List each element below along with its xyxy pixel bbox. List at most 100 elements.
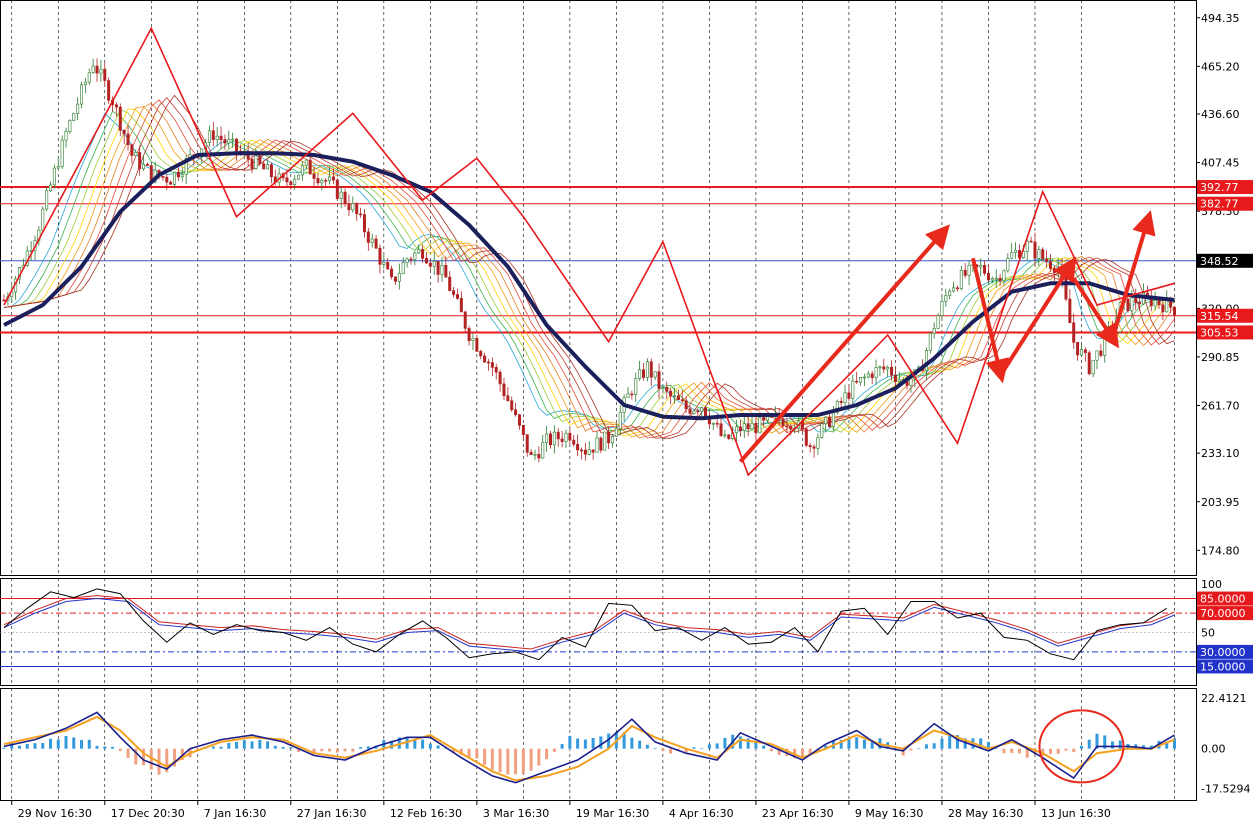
macd-histogram-bar (708, 744, 711, 748)
osc-level-label: 70.0000 (1200, 607, 1246, 620)
candle-body (983, 265, 985, 273)
macd-y-tick-label: 22.4121 (1201, 692, 1247, 705)
x-tick-label: 12 Feb 16:30 (390, 807, 462, 820)
candle-body (507, 396, 509, 401)
candle-body (169, 182, 171, 184)
candle-body (809, 445, 811, 446)
candle-body (995, 278, 997, 279)
candle-body (418, 249, 420, 253)
candle-body (348, 204, 350, 210)
candle-body (293, 179, 295, 185)
osc-y-tick-label: 100 (1201, 578, 1222, 591)
candle-body (883, 367, 885, 369)
candle-body (805, 429, 807, 445)
candle-body (759, 417, 761, 432)
y-tick-label: 494.35 (1201, 12, 1240, 25)
candle-body (344, 192, 346, 204)
candle-body (941, 301, 943, 315)
candle-body (76, 104, 78, 114)
candle-body (1026, 241, 1028, 251)
candle-body (600, 438, 602, 450)
macd-histogram-bar (258, 740, 261, 749)
macd-histogram-bar (320, 749, 323, 752)
candle-body (414, 253, 416, 259)
candle-body (867, 374, 869, 377)
candle-body (584, 450, 586, 454)
candle-body (1084, 350, 1086, 353)
candle-body (945, 296, 947, 302)
candle-body (611, 436, 613, 443)
macd-histogram-bar (654, 748, 657, 749)
macd-histogram-bar (692, 747, 695, 748)
candle-body (65, 132, 67, 140)
macd-histogram-bar (1088, 740, 1091, 749)
macd-histogram-bar (235, 742, 238, 749)
candle-body (948, 291, 950, 295)
x-tick-label: 9 May 16:30 (855, 807, 923, 820)
candle-body (104, 69, 106, 80)
candle-body (406, 259, 408, 263)
macd-histogram-bar (925, 744, 928, 748)
price-level-label: 348.52 (1200, 255, 1239, 268)
candle-body (1065, 278, 1067, 299)
candle-body (700, 408, 702, 412)
candle-body (735, 427, 737, 433)
candle-body (569, 433, 571, 440)
candle-body (557, 432, 559, 439)
x-tick-label: 27 Jan 16:30 (297, 807, 367, 820)
candle-body (1003, 271, 1005, 281)
price-level-label: 392.77 (1200, 181, 1239, 194)
candle-body (476, 338, 478, 351)
candle-body (1042, 250, 1044, 259)
candle-body (654, 372, 656, 377)
macd-histogram-bar (723, 738, 726, 749)
candle-body (786, 426, 788, 427)
candle-body (720, 424, 722, 436)
macd-histogram-bar (344, 749, 347, 752)
candle-body (1173, 307, 1175, 315)
candle-body (324, 180, 326, 181)
candle-body (503, 384, 505, 396)
candle-body (425, 258, 427, 263)
candle-body (96, 66, 98, 73)
x-tick-label: 19 Mar 16:30 (576, 807, 649, 820)
macd-histogram-bar (716, 743, 719, 748)
macd-histogram-bar (227, 743, 230, 749)
macd-histogram-bar (599, 736, 602, 748)
candle-body (658, 372, 660, 389)
macd-histogram-bar (700, 748, 703, 749)
candle-body (166, 177, 168, 182)
macd-histogram-bar (26, 744, 29, 749)
candle-body (852, 381, 854, 398)
candle-body (642, 370, 644, 378)
candle-body (573, 440, 575, 444)
candle-body (394, 277, 396, 281)
candle-body (131, 145, 133, 156)
macd-histogram-bar (1010, 749, 1013, 753)
candle-body (383, 262, 385, 264)
candle-body (925, 350, 927, 370)
macd-histogram-bar (336, 749, 339, 753)
macd-histogram-bar (421, 740, 424, 749)
macd-histogram-bar (592, 738, 595, 749)
macd-histogram-bar (251, 741, 254, 748)
candle-body (371, 239, 373, 242)
candle-body (445, 265, 447, 277)
candle-body (1100, 351, 1102, 356)
candle-body (107, 81, 109, 101)
macd-histogram-bar (351, 749, 354, 752)
candle-body (235, 139, 237, 151)
candle-body (631, 394, 633, 395)
candle-body (1154, 300, 1156, 305)
candle-body (398, 273, 400, 281)
y-tick-label: 407.45 (1201, 157, 1240, 170)
candle-body (511, 401, 513, 410)
candle-body (1034, 242, 1036, 258)
candle-body (604, 432, 606, 450)
candle-body (666, 387, 668, 391)
candle-body (875, 367, 877, 377)
candle-body (743, 424, 745, 431)
candle-body (576, 444, 578, 450)
macd-histogram-bar (909, 749, 912, 751)
